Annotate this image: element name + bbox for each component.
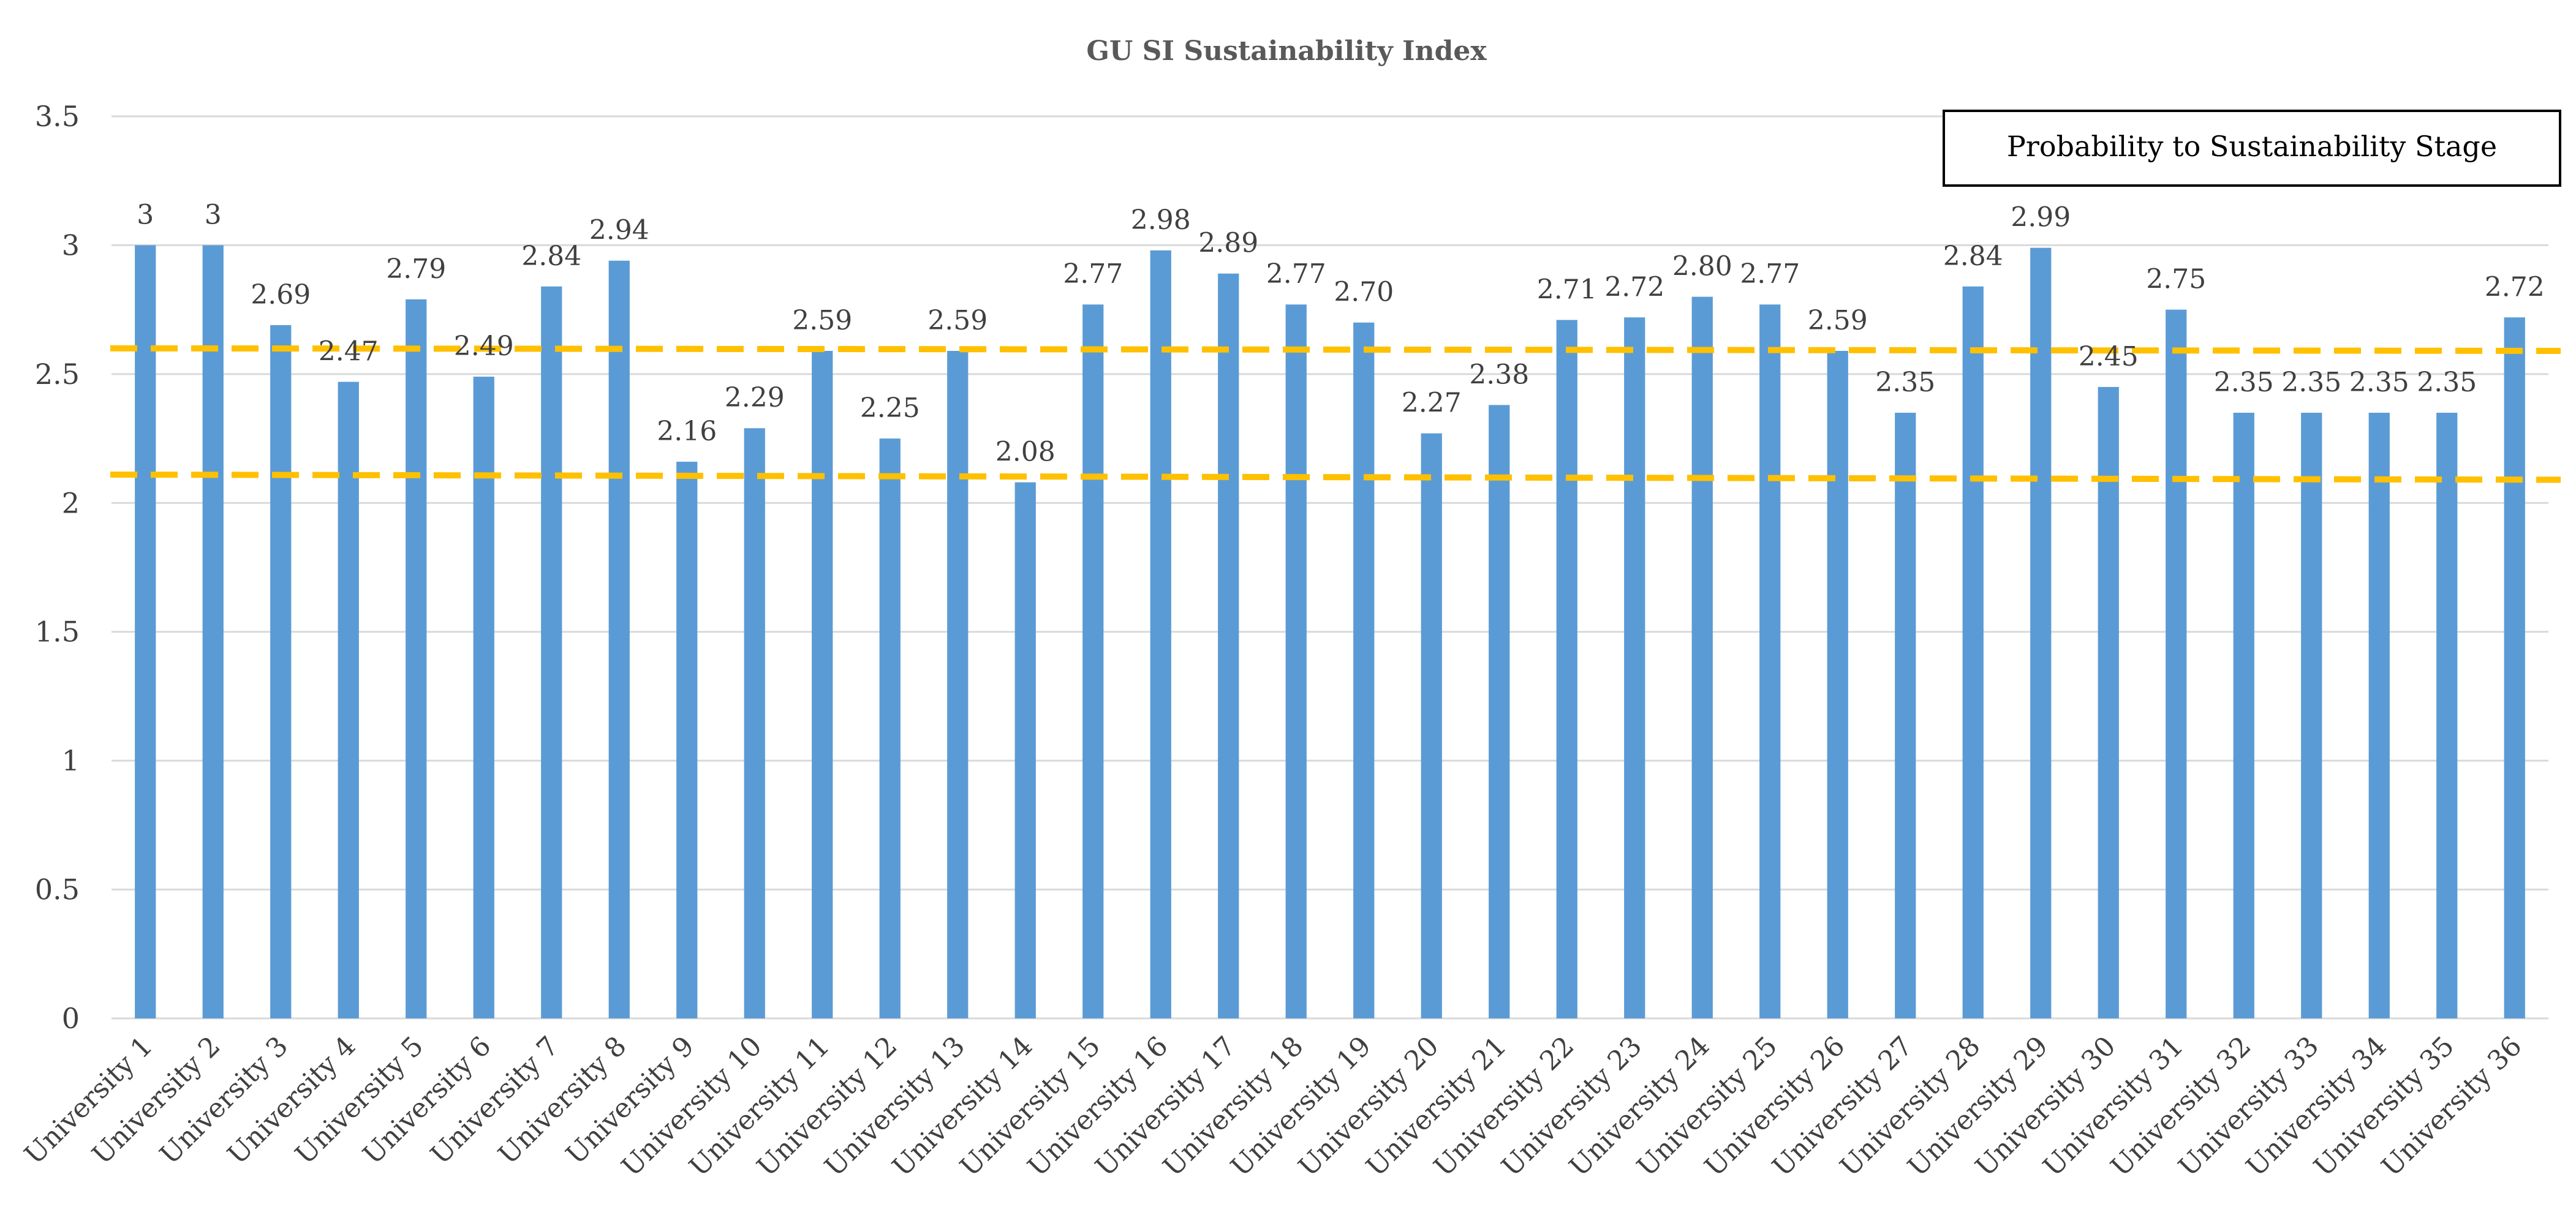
data-label: 2.71 bbox=[1537, 274, 1597, 305]
reference-lines bbox=[110, 345, 2561, 483]
data-label: 2.25 bbox=[860, 393, 920, 424]
legend-frame bbox=[1943, 110, 2561, 187]
data-label: 2.35 bbox=[2349, 367, 2409, 398]
bar bbox=[879, 438, 901, 1018]
data-label: 2.27 bbox=[1402, 388, 1462, 419]
data-label: 2.89 bbox=[1198, 228, 1258, 259]
legend-label: Probability to Sustainability Stage bbox=[2007, 130, 2497, 163]
data-label: 2.94 bbox=[589, 215, 649, 246]
data-label: 2.77 bbox=[1266, 258, 1326, 290]
bar bbox=[135, 245, 156, 1018]
bar bbox=[2233, 412, 2254, 1018]
data-label: 2.70 bbox=[1334, 277, 1394, 308]
bar bbox=[270, 325, 292, 1018]
bar bbox=[2368, 412, 2390, 1018]
y-tick-label: 1 bbox=[62, 744, 80, 777]
data-label: 2.45 bbox=[2079, 341, 2139, 372]
data-label: 2.16 bbox=[657, 416, 717, 447]
data-label: 2.75 bbox=[2146, 264, 2206, 295]
bar bbox=[541, 286, 562, 1018]
bar bbox=[1218, 273, 1239, 1018]
bar bbox=[1895, 412, 1916, 1018]
data-label: 2.69 bbox=[251, 279, 311, 310]
data-label: 2.77 bbox=[1063, 258, 1123, 290]
bar bbox=[202, 245, 224, 1018]
y-axis-tick-labels: 0 0.5 1 1.5 2 2.5 3 3.5 bbox=[35, 100, 80, 1035]
data-label: 2.59 bbox=[792, 305, 852, 336]
data-label: 2.35 bbox=[2417, 367, 2477, 398]
data-label: 2.08 bbox=[995, 437, 1056, 468]
data-label: 2.38 bbox=[1469, 359, 1529, 390]
data-label: 2.84 bbox=[1943, 241, 2003, 272]
data-label: 2.35 bbox=[1875, 367, 1935, 398]
data-label: 2.29 bbox=[725, 382, 785, 413]
bar bbox=[2098, 386, 2119, 1018]
bar bbox=[2030, 247, 2052, 1018]
data-label: 2.59 bbox=[1808, 305, 1868, 336]
bar bbox=[2166, 309, 2187, 1019]
data-label: 2.98 bbox=[1131, 205, 1191, 236]
bar bbox=[1285, 304, 1307, 1018]
data-label: 2.35 bbox=[2214, 367, 2274, 398]
data-label: 2.80 bbox=[1672, 251, 1732, 282]
bar bbox=[608, 260, 630, 1019]
bar bbox=[1014, 482, 1036, 1018]
data-label: 3 bbox=[137, 199, 154, 230]
data-label: 2.99 bbox=[2011, 202, 2071, 233]
bar bbox=[2301, 412, 2322, 1018]
bar bbox=[812, 350, 833, 1018]
bar bbox=[2436, 412, 2458, 1018]
data-label: 2.49 bbox=[454, 331, 514, 362]
data-label: 2.72 bbox=[2485, 271, 2545, 303]
y-tick-label: 2.5 bbox=[35, 358, 80, 391]
chart-title: GU SI Sustainability Index bbox=[1086, 36, 1487, 67]
y-tick-label: 3.5 bbox=[35, 100, 80, 133]
bar bbox=[947, 350, 969, 1018]
bar bbox=[744, 428, 765, 1018]
data-labels: 3 32.692.472.792.492.842.942.162.292.592.… bbox=[137, 199, 2544, 467]
data-label: 2.84 bbox=[521, 241, 581, 272]
bar bbox=[1353, 322, 1375, 1018]
data-label: 2.59 bbox=[927, 305, 988, 336]
bar bbox=[1759, 304, 1781, 1018]
y-tick-label: 1.5 bbox=[35, 615, 80, 649]
data-label: 2.79 bbox=[386, 254, 446, 285]
bar bbox=[2504, 317, 2525, 1018]
legend-box: Probability to Sustainability Stage bbox=[1943, 110, 2561, 187]
bar bbox=[1691, 296, 1713, 1019]
bar bbox=[676, 461, 698, 1018]
reference-line bbox=[110, 471, 2561, 483]
y-tick-label: 3 bbox=[62, 228, 80, 261]
bars bbox=[135, 245, 2525, 1019]
bar bbox=[1624, 317, 1645, 1018]
gridlines bbox=[111, 115, 2548, 1020]
data-label: 2.35 bbox=[2281, 367, 2341, 398]
bar bbox=[1082, 304, 1104, 1018]
bar bbox=[1556, 320, 1577, 1018]
bar bbox=[338, 382, 359, 1018]
bar bbox=[1962, 286, 1984, 1018]
bar bbox=[1150, 250, 1171, 1018]
data-label: 2.47 bbox=[319, 336, 379, 367]
bar bbox=[406, 299, 427, 1018]
y-tick-label: 0 bbox=[62, 1002, 80, 1035]
bar bbox=[473, 377, 494, 1019]
y-tick-label: 2 bbox=[62, 486, 80, 519]
bar bbox=[1489, 405, 1510, 1018]
data-label: 2.77 bbox=[1740, 258, 1800, 290]
bar bbox=[1421, 433, 1442, 1018]
bar bbox=[1827, 350, 1848, 1018]
y-tick-label: 0.5 bbox=[35, 873, 80, 906]
reference-line bbox=[110, 345, 2561, 354]
data-label: 2.72 bbox=[1604, 271, 1664, 303]
data-label: 3 bbox=[205, 199, 222, 230]
